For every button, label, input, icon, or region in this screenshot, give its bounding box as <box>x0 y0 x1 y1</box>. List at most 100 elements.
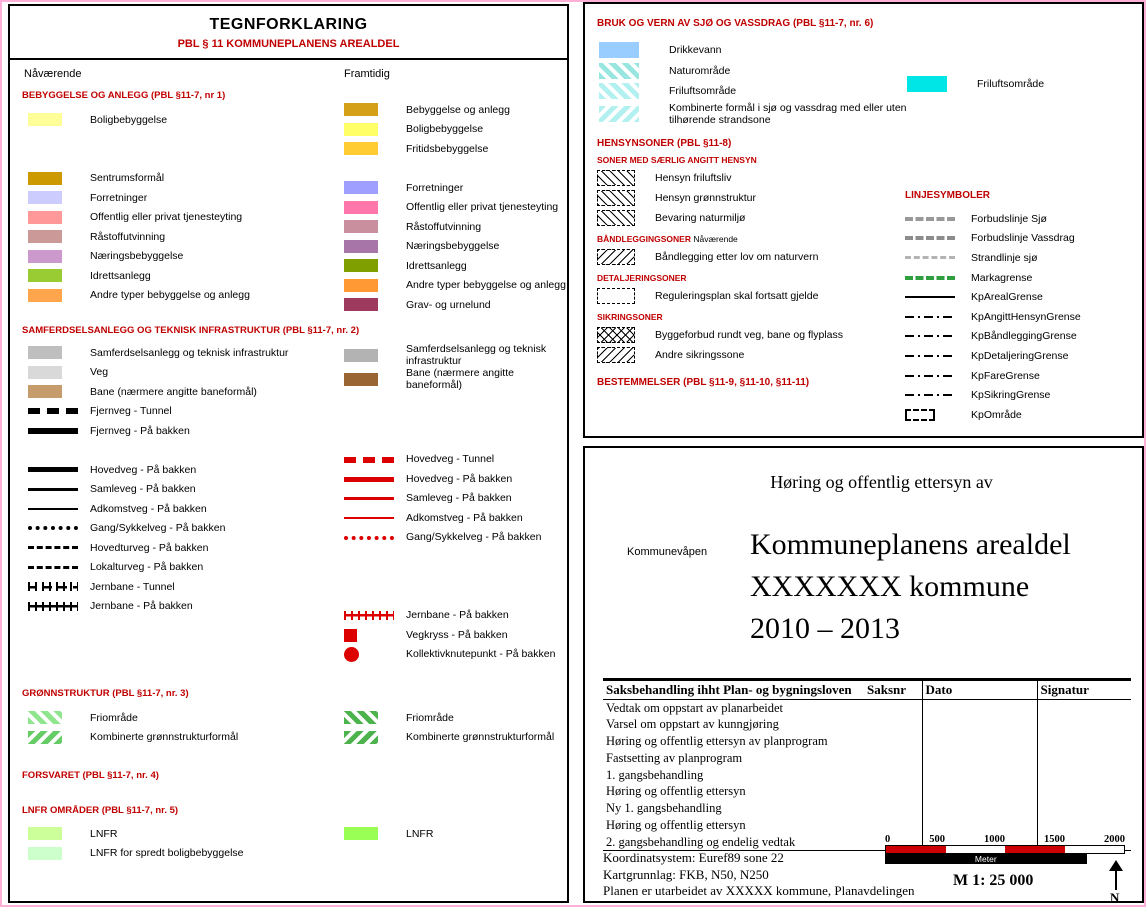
fill-swatch <box>344 298 398 312</box>
line-swatch-visual <box>28 526 78 531</box>
coat-of-arms-label: Kommunevåpen <box>627 546 708 558</box>
line-swatch <box>28 487 82 491</box>
table-cell-saksnr <box>864 817 922 834</box>
legend-item: Hovedturveg - På bakken <box>28 538 340 558</box>
dashbox-swatch <box>597 288 647 304</box>
section-heading-bestemmelser: BESTEMMELSER (PBL §11-9, §11-10, §11-11) <box>597 377 810 388</box>
legend-spacer-row <box>344 586 570 606</box>
hatch-swatch <box>599 105 661 122</box>
line-swatch-visual <box>905 256 955 260</box>
hatch-swatch <box>28 730 82 744</box>
hensyn-group-angitt: SONER MED SÆRLIG ANGITT HENSYN Hensyn fr… <box>597 155 899 228</box>
fill-swatch-visual <box>28 827 62 841</box>
hensyn-group-bandlegging: BÅNDLEGGINGSONER Nåværende Båndlegging e… <box>597 234 899 267</box>
legend-item: Friområde <box>28 708 330 728</box>
legend-item: Forbudslinje Sjø <box>905 209 1143 229</box>
legend-item: Båndlegging etter lov om naturvern <box>597 247 899 267</box>
hearing-title: Høring og offentlig ettersyn av <box>770 472 993 492</box>
dashbox-swatch <box>905 408 963 421</box>
line-swatch <box>905 236 963 241</box>
fill-swatch <box>344 278 398 292</box>
legend-item-label: Forretninger <box>406 181 464 194</box>
line-swatch-visual <box>344 497 394 500</box>
base-map-line: Kartgrunnlag: FKB, N50, N250 <box>603 866 769 882</box>
line-swatch-visual <box>28 487 78 491</box>
zonebox-swatch-visual <box>597 327 635 343</box>
legend-item: Markagrense <box>905 268 1143 288</box>
legend-item: Friluftsområde <box>599 81 911 102</box>
column-label-future: Framtidig <box>344 68 390 80</box>
rail-swatch-visual <box>344 611 394 620</box>
dashdot-swatch-visual <box>905 394 955 397</box>
scale-bar: 0 500 1000 1500 2000 Meter <box>885 834 1125 864</box>
legend-item-label: Friområde <box>90 711 138 724</box>
table-cell-dato <box>921 699 1037 717</box>
table-cell-saksnr <box>864 800 922 817</box>
table-cell-dato <box>921 749 1037 767</box>
scale-segment <box>1005 846 1065 853</box>
table-cell-activity: 2. gangsbehandling og endelig vedtak <box>603 833 864 852</box>
section-heading-hensynsoner: HENSYNSONER (PBL §11-8) <box>597 138 732 149</box>
legend-list-bebyggelse-now: Boligbebyggelse Sentrumsformål Forretninge… <box>28 110 330 305</box>
zonebox-swatch <box>597 170 647 186</box>
legend-list-samferdsel-future: Samferdselsanlegg og teknisk infrastrukt… <box>344 343 570 664</box>
legend-list-hensyn-bandlegging: Båndlegging etter lov om naturvern <box>597 247 899 267</box>
table-cell-activity: Høring og offentlig ettersyn <box>606 817 746 832</box>
fill-swatch-visual <box>344 259 378 273</box>
fill-swatch <box>28 846 82 860</box>
rail-swatch-visual <box>28 601 78 611</box>
hatch-swatch <box>599 62 661 79</box>
legend-item: Bevaring naturmiljø <box>597 208 899 228</box>
legend-item-label: Grav- og urnelund <box>406 298 491 311</box>
fill-swatch <box>28 230 82 244</box>
section-heading-gronnstruktur: GRØNNSTRUKTUR (PBL §11-7, nr. 3) <box>22 688 189 699</box>
legend-item-label: KpDetaljeringGrense <box>971 349 1069 362</box>
legend-item-label: Naturområde <box>669 64 731 77</box>
hatch-swatch-visual <box>28 730 62 744</box>
zonebox-swatch-visual <box>597 170 635 186</box>
legend-item: Kombinerte grønnstrukturformål <box>28 728 330 748</box>
table-cell-saksnr <box>864 783 922 800</box>
legend-item: Forretninger <box>344 178 570 198</box>
table-row: Høring og offentlig ettersyn av planprog… <box>603 733 1131 750</box>
scale-tick: 1000 <box>984 834 1005 845</box>
fill-swatch-visual <box>344 220 378 234</box>
legend-item: Gang/Sykkelveg - På bakken <box>28 519 340 539</box>
dashdot-swatch-visual <box>905 315 955 318</box>
legend-item: Idrettsanlegg <box>28 266 330 286</box>
legend-item-label: Friluftsområde <box>669 85 737 98</box>
legend-item: Idrettsanlegg <box>344 256 570 276</box>
legend-item-label: Hensyn grønnstruktur <box>655 191 756 204</box>
table-cell-dato <box>921 716 1037 734</box>
line-swatch <box>28 408 82 415</box>
table-cell-dato <box>921 783 1037 801</box>
rail-swatch <box>344 611 398 620</box>
legend-item: Adkomstveg - På bakken <box>28 499 340 519</box>
north-arrow-shaft <box>1115 870 1117 890</box>
fill-swatch <box>344 372 398 386</box>
line-swatch <box>905 256 963 260</box>
legend-item: Bane (nærmere angitte baneformål) <box>28 382 340 402</box>
fill-swatch-visual <box>344 142 378 156</box>
line-swatch-visual <box>344 476 394 482</box>
legend-item-label: Hovedveg - På bakken <box>90 463 197 476</box>
line-swatch-visual <box>28 565 78 569</box>
plan-title-line3: 2010 – 2013 <box>750 612 900 645</box>
legend-list-lnfr-future: LNFR <box>344 824 570 844</box>
line-swatch <box>28 507 82 510</box>
legend-item: Kombinerte grønnstrukturformål <box>344 728 570 748</box>
dashdot-swatch <box>905 335 963 338</box>
line-swatch <box>344 497 398 500</box>
raildash-swatch <box>28 582 82 592</box>
legend-item: Boligbebyggelse <box>344 120 570 140</box>
line-swatch <box>344 535 398 540</box>
table-cell-activity: Vedtak om oppstart av planarbeidet <box>606 700 784 715</box>
dashdot-swatch-visual <box>905 335 955 338</box>
legend-item-label: Samleveg - På bakken <box>406 492 512 505</box>
fill-swatch <box>28 346 82 360</box>
plan-title: Kommuneplanens arealdel XXXXXXX kommune … <box>750 524 1071 650</box>
legend-item-label: KpArealGrense <box>971 291 1043 304</box>
dashdot-swatch <box>905 374 963 377</box>
table-row: Høring og offentlig ettersyn <box>603 783 1131 801</box>
legend-item: Grav- og urnelund <box>344 295 570 315</box>
